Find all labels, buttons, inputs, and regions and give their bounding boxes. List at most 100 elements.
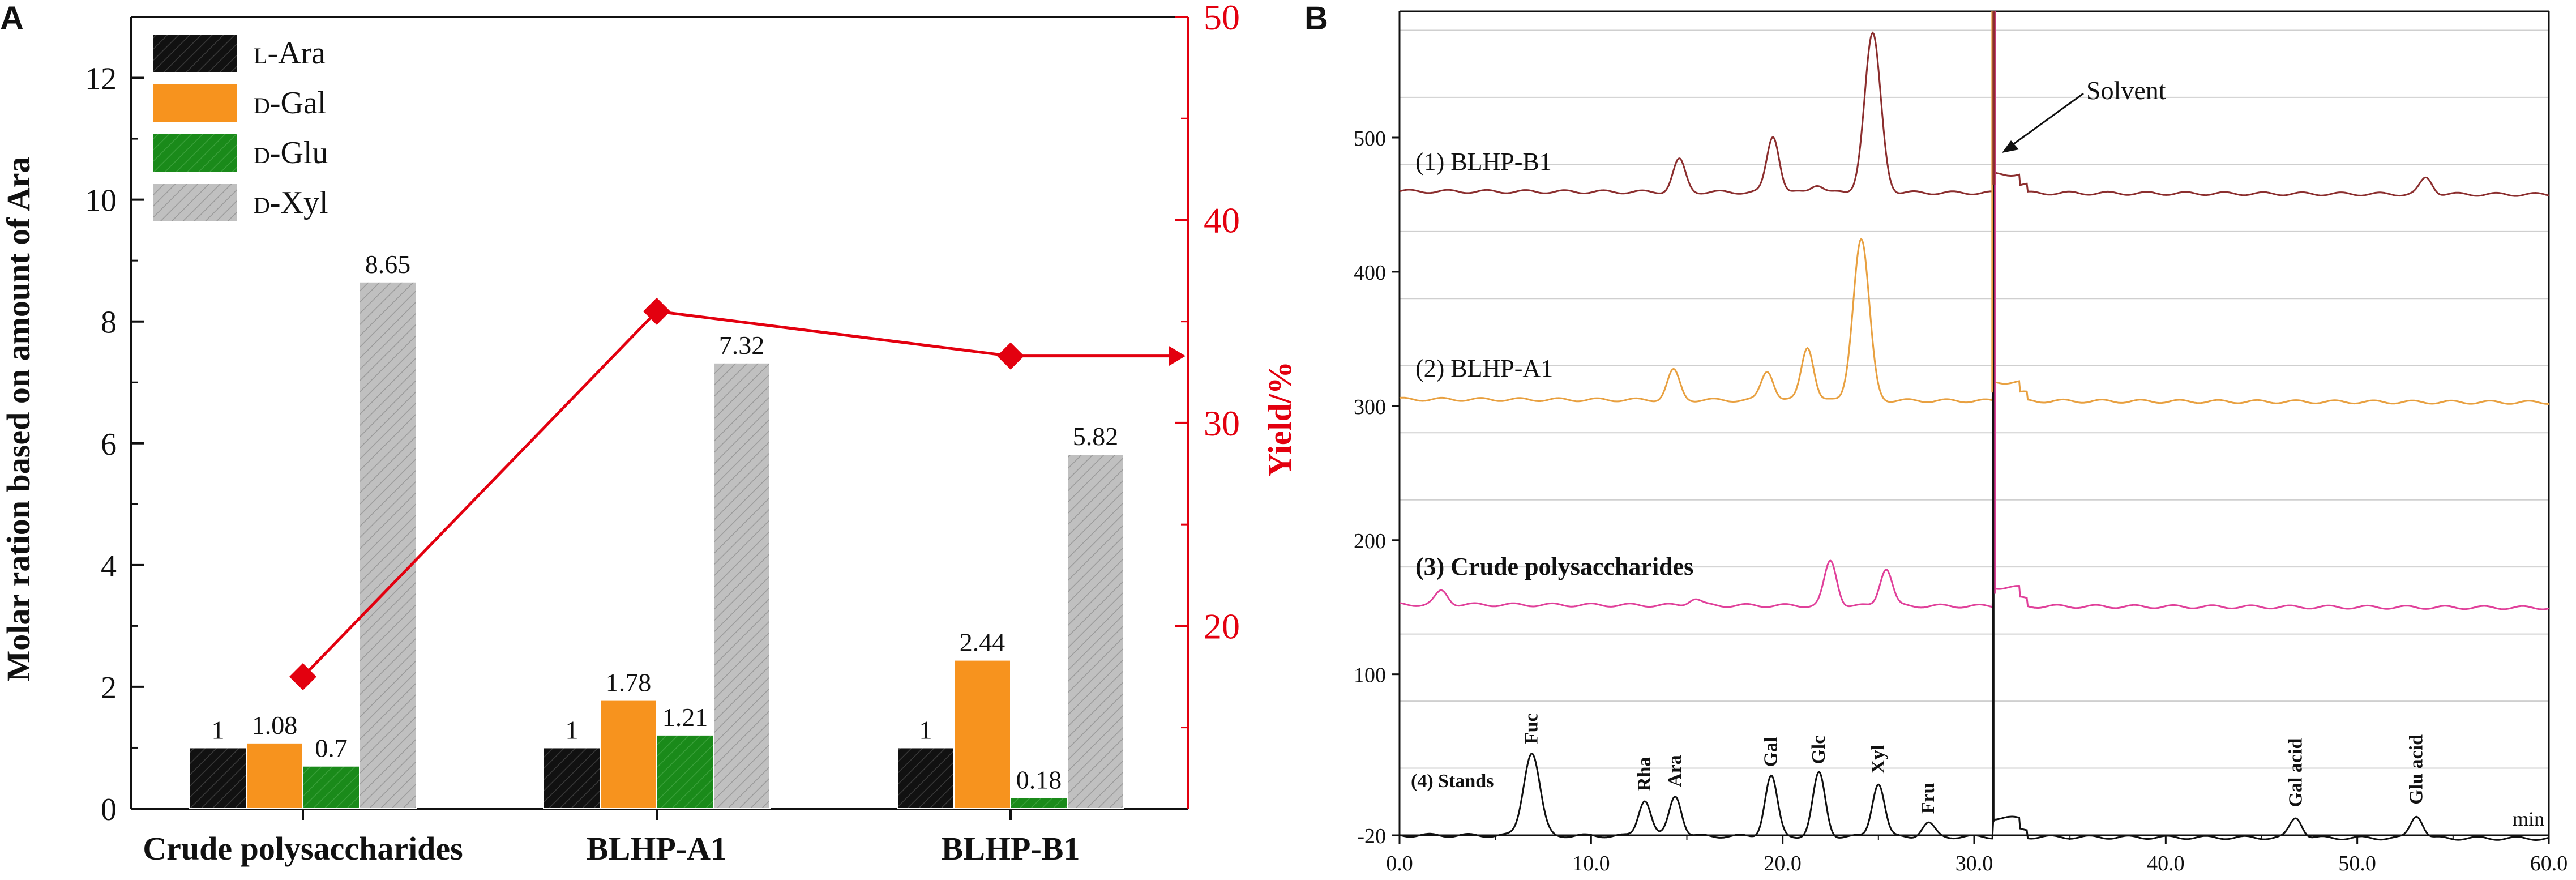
yield-point-0 [289,663,316,690]
bar-value-label: 8.65 [365,250,411,279]
b-y-ticks: -20 100 200 300 400 500 [1354,127,1400,848]
a-x-tick-label: Crude polysaccharides [143,830,463,867]
bar-l-ara-2 [897,747,955,810]
b-y-tick-label: -20 [1357,825,1386,848]
trace-1 [1399,237,2549,405]
peak-label: Fuc [1521,713,1542,744]
b-x-unit: min [2513,808,2544,830]
peak-label: Fru [1918,783,1939,814]
solvent-arrow [2007,92,2084,149]
trace-0 [1399,31,2549,197]
bar-l-ara-1 [543,747,601,810]
bar-value-label: 1.78 [606,668,652,697]
peak-label: Rha [1634,757,1655,791]
a-yield-line [289,297,1186,690]
a-y-tick-label: 8 [101,305,117,340]
bar-value-label: 1 [212,715,225,744]
bar-value-label: 7.32 [719,331,765,360]
a-y-tick-label: 10 [85,183,117,219]
panel-a-label: A [0,0,24,37]
bar-d-glu-0 [302,765,360,809]
a-y2-axis-title: Yield/% [1261,361,1298,477]
b-x-tick-label: 50.0 [2338,852,2376,875]
peak-label: Gal acid [2285,738,2306,808]
panel-b-chart: -20 100 200 300 400 500 0.0 10.0 20.0 30.0 40.0 50… [1354,10,2568,875]
solvent-annotation: Solvent [2086,76,2166,105]
legend-label: D-Glu [254,135,328,170]
peak-label: Glu acid [2406,734,2427,805]
peak-label: Ara [1664,755,1685,787]
bar-d-xyl-0 [359,281,417,809]
panel-b-label: B [1304,0,1328,37]
b-x-tick-label: 60.0 [2530,852,2568,875]
a-bar-labels: 1 1.08 0.7 8.65 1 1.78 1.21 7.32 1 2.44 0.18 5.82 [212,250,1119,794]
bar-d-gal-0 [246,742,303,810]
b-y-tick-label: 400 [1354,261,1386,285]
a-legend: L-Ara D-Gal D-Glu D-Xyl [152,33,328,223]
panel-a-chart: 0 2 4 6 8 10 12 20 30 40 50 1 1.08 0.7 8.65 1 1.78 1.21… [0,0,1298,867]
bar-d-xyl-2 [1067,454,1124,809]
bar-value-label: 1.21 [662,703,708,732]
a-bars [189,281,1124,810]
b-trace-labels: (1) BLHP-B1 (2) BLHP-A1 (3) Crude polysacc… [1411,148,1693,792]
bar-value-label: 0.18 [1016,766,1062,794]
peak-label: Glc [1808,736,1829,764]
a-y2-tick-label: 40 [1204,200,1240,240]
b-traces [1399,11,2549,841]
b-y-tick-label: 100 [1354,664,1386,687]
b-peak-labels: Fuc Rha Ara Gal Glc Xyl Fru Gal acid Glu acid [1521,713,2427,814]
trace-label: (1) BLHP-B1 [1415,148,1552,176]
bar-l-ara-0 [189,747,247,810]
b-x-ticks: 0.0 10.0 20.0 30.0 40.0 50.0 60.0 [1386,835,2568,875]
yield-point-1 [643,297,670,325]
a-y2-tick-label: 20 [1204,606,1240,646]
legend-swatch-l-ara [152,33,238,73]
a-y-ticks: 0 2 4 6 8 10 12 [85,62,144,827]
bar-value-label: 0.7 [315,734,348,763]
bar-value-label: 2.44 [960,628,1005,657]
bar-d-gal-2 [953,659,1011,810]
trace-2 [1399,559,2549,610]
bar-value-label: 1 [919,715,932,744]
legend-swatch-d-xyl [152,183,238,223]
b-x-tick-label: 0.0 [1386,852,1413,875]
b-x-tick-label: 20.0 [1764,852,1802,875]
b-x-tick-label: 10.0 [1572,852,1610,875]
bar-value-label: 1 [566,715,579,744]
a-y-tick-label: 2 [101,670,117,706]
trace-3 [1399,752,2549,841]
legend-swatch-d-glu [152,133,238,173]
yield-point-2 [997,342,1024,370]
a-x-tick-label: BLHP-B1 [942,830,1080,867]
trace-label: (2) BLHP-A1 [1415,354,1553,382]
b-x-tick-label: 40.0 [2147,852,2185,875]
yield-series-line [302,310,1182,678]
trace-label: (4) Stands [1411,771,1494,792]
bar-value-label: 1.08 [252,711,298,740]
a-y-tick-label: 12 [85,62,117,97]
b-x-tick-label: 30.0 [1955,852,1993,875]
bar-d-gal-1 [600,699,657,809]
b-y-tick-label: 200 [1354,529,1386,553]
a-y2-tick-label: 50 [1204,0,1240,37]
bar-d-glu-1 [656,734,714,809]
a-y-tick-label: 6 [101,427,117,462]
peak-label: Gal [1760,737,1781,767]
a-y2-tick-label: 30 [1204,403,1240,443]
a-x-tick-labels: Crude polysaccharides BLHP-A1 BLHP-B1 [143,809,1080,867]
a-y-axis-title: Molar ration based on amount of Ara [0,157,37,682]
bar-value-label: 5.82 [1073,422,1119,451]
b-gridlines [1400,29,2549,769]
a-y-tick-label: 4 [101,549,117,584]
legend-label: D-Xyl [254,185,328,220]
b-y-tick-label: 500 [1354,127,1386,151]
legend-swatch-d-gal [152,83,238,123]
peak-label: Xyl [1868,745,1889,774]
legend-label: D-Gal [254,86,326,121]
trace-label: (3) Crude polysaccharides [1415,553,1693,580]
yield-arrowhead [1169,345,1186,366]
solvent-arrowhead [2002,140,2019,153]
b-y-tick-label: 300 [1354,395,1386,419]
a-y-tick-label: 0 [101,792,117,827]
